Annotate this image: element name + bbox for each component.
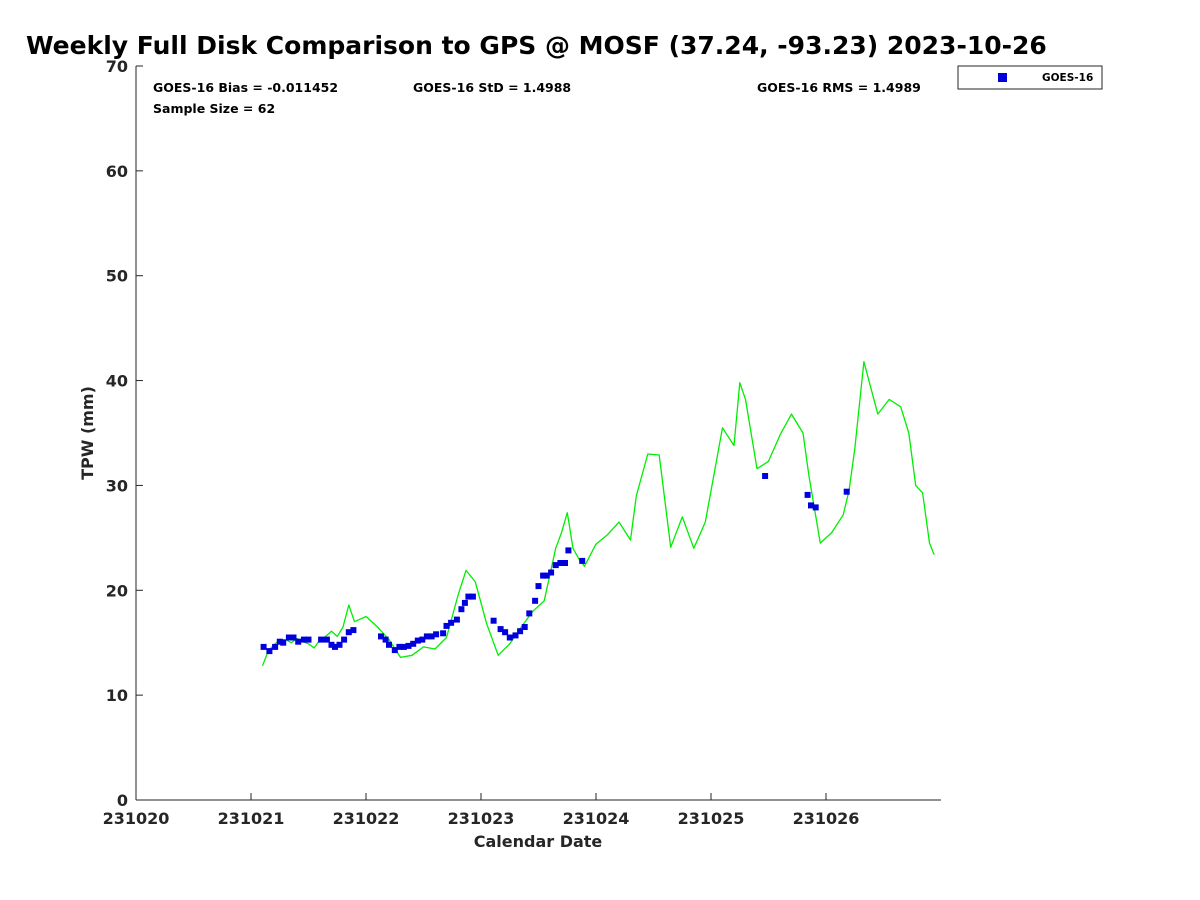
goes16-series (260, 473, 850, 655)
goes16-point (552, 562, 559, 569)
goes16-point (300, 636, 307, 643)
goes16-point (280, 639, 287, 646)
goes16-point (453, 616, 460, 623)
legend: GOES-16 (957, 65, 1103, 90)
goes16-point (526, 610, 533, 617)
goes16-point (512, 632, 519, 639)
goes16-point (345, 629, 352, 636)
goes16-point (396, 643, 403, 650)
y-axis-label: TPW (mm) (78, 386, 97, 480)
goes16-point (469, 593, 476, 600)
goes16-point (332, 643, 338, 650)
goes16-point (272, 643, 279, 650)
y-tick-label: 30 (106, 476, 128, 495)
goes16-point (506, 634, 513, 641)
bias-stat: GOES-16 Bias = -0.011452 (153, 80, 338, 95)
goes16-point (428, 633, 435, 640)
goes16-point (323, 636, 330, 643)
goes16-point (497, 626, 504, 633)
x-tick-label: 231024 (563, 809, 630, 828)
goes16-point (565, 547, 572, 554)
goes16-point (305, 636, 312, 643)
goes16-point (419, 636, 426, 643)
y-tick-label: 10 (106, 686, 128, 705)
y-tick-label: 0 (117, 791, 128, 810)
goes16-point (295, 638, 302, 645)
goes16-point (433, 631, 440, 638)
x-tick-label: 231023 (448, 809, 515, 828)
goes16-point (532, 597, 539, 604)
x-tick-label: 231021 (218, 809, 285, 828)
goes16-point (290, 634, 297, 641)
y-tick-label: 70 (106, 57, 128, 76)
x-tick-label: 231026 (793, 809, 860, 828)
goes16-point (260, 643, 267, 650)
y-tick-label: 40 (106, 372, 128, 391)
goes16-point (535, 583, 542, 590)
goes16-point (266, 648, 273, 655)
x-tick-label: 231025 (678, 809, 745, 828)
x-axis-label: Calendar Date (474, 832, 603, 851)
goes16-point (490, 617, 497, 624)
goes16-point (812, 504, 819, 511)
goes16-point (579, 557, 586, 564)
goes16-point (378, 633, 384, 640)
goes16-point (405, 642, 412, 649)
goes16-point (285, 634, 292, 641)
goes16-point (762, 473, 769, 479)
goes16-point (440, 630, 447, 637)
x-tick-label: 231022 (333, 809, 400, 828)
goes16-point (391, 647, 398, 654)
goes16-point (557, 560, 564, 566)
sample-size-stat: Sample Size = 62 (153, 101, 275, 116)
goes16-point (540, 572, 547, 579)
goes16-point (443, 622, 450, 629)
goes16-point (804, 491, 811, 498)
std-stat: GOES-16 StD = 1.4988 (413, 80, 571, 95)
goes16-point (400, 643, 407, 650)
goes16-point (328, 641, 335, 648)
y-tick-label: 50 (106, 267, 128, 286)
goes16-point (414, 637, 421, 644)
legend-marker-goes16 (998, 73, 1007, 82)
goes16-point (517, 628, 524, 635)
goes16-point (543, 572, 550, 579)
goes16-point (521, 624, 528, 630)
goes16-point (808, 502, 814, 509)
goes16-point (341, 636, 348, 643)
legend-box (957, 65, 1103, 90)
goes16-point (350, 627, 357, 634)
chart-title: Weekly Full Disk Comparison to GPS @ MOS… (26, 31, 1047, 60)
x-tick-label: 231020 (103, 809, 170, 828)
x-ticks: 231020 231021 231022 231023 231024 231025 2310… (103, 793, 860, 828)
goes16-point (548, 569, 555, 576)
goes16-point (461, 599, 468, 606)
gps-series (261, 361, 935, 667)
goes16-point (448, 619, 455, 626)
goes16-point (502, 629, 509, 636)
rms-stat: GOES-16 RMS = 1.4989 (757, 80, 921, 95)
goes16-point (562, 560, 568, 566)
goes16-point (276, 638, 283, 645)
legend-label-goes16: GOES-16 (1042, 72, 1093, 84)
goes16-point (465, 593, 472, 600)
y-tick-label: 20 (106, 581, 128, 600)
goes16-point (336, 641, 343, 648)
goes16-point (423, 633, 430, 640)
goes16-point (386, 641, 392, 648)
goes16-point (382, 636, 389, 643)
gps-line (261, 361, 935, 667)
goes16-point (843, 488, 850, 495)
goes16-point (410, 640, 417, 647)
goes16-point (458, 606, 465, 613)
y-tick-label: 60 (106, 162, 128, 181)
goes16-point (318, 636, 325, 643)
y-ticks: 0 10 20 30 40 50 60 70 (106, 57, 143, 810)
